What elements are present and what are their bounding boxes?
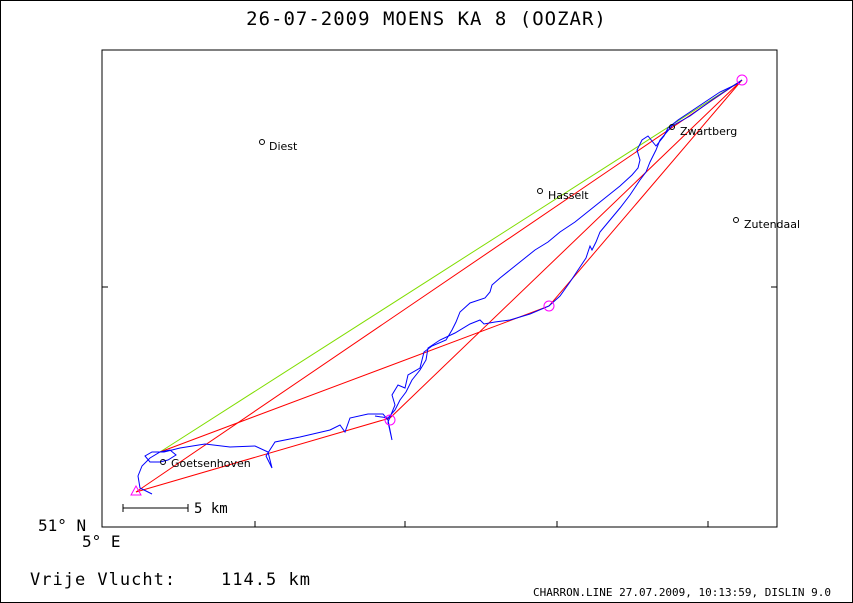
place-label: Zutendaal bbox=[744, 218, 800, 231]
place-label: Diest bbox=[269, 140, 298, 153]
latitude-label: 51° N bbox=[38, 516, 87, 535]
turnpoint-marker bbox=[543, 300, 555, 312]
place-label: Hasselt bbox=[548, 189, 589, 202]
place-label: Zwartberg bbox=[680, 125, 737, 138]
place-marker-hasselt bbox=[537, 188, 543, 194]
plot-border bbox=[101, 49, 778, 528]
scale-bar bbox=[122, 504, 189, 512]
turnpoint-marker bbox=[384, 414, 396, 426]
scale-label: 5 km bbox=[194, 501, 228, 517]
place-label: Goetsenhoven bbox=[171, 457, 251, 470]
place-marker-zutendaal bbox=[733, 217, 739, 223]
task-legs bbox=[135, 79, 743, 493]
longitude-label: 5° E bbox=[82, 532, 121, 551]
flight-summary: Vrije Vlucht: 114.5 km bbox=[30, 570, 311, 590]
turnpoint-marker bbox=[736, 74, 748, 86]
gps-track bbox=[137, 81, 741, 495]
place-marker-goetsenhoven bbox=[160, 459, 166, 465]
flight-label: Vrije Vlucht: bbox=[30, 570, 177, 590]
footer-credit: CHARRON.LINE 27.07.2009, 10:13:59, DISLI… bbox=[532, 586, 831, 599]
place-marker-zwartberg bbox=[669, 124, 675, 130]
place-marker-diest bbox=[259, 139, 265, 145]
start-marker bbox=[130, 484, 142, 496]
map-title: 26-07-2009 MOENS KA 8 (OOZAR) bbox=[246, 8, 607, 30]
task-leg bbox=[135, 79, 743, 493]
gps-track bbox=[374, 79, 743, 419]
place-markers bbox=[160, 124, 739, 465]
flight-distance: 114.5 km bbox=[221, 570, 311, 590]
axis-ticks bbox=[102, 286, 777, 527]
open-distance-line bbox=[159, 79, 743, 453]
turnpoints bbox=[130, 74, 748, 496]
